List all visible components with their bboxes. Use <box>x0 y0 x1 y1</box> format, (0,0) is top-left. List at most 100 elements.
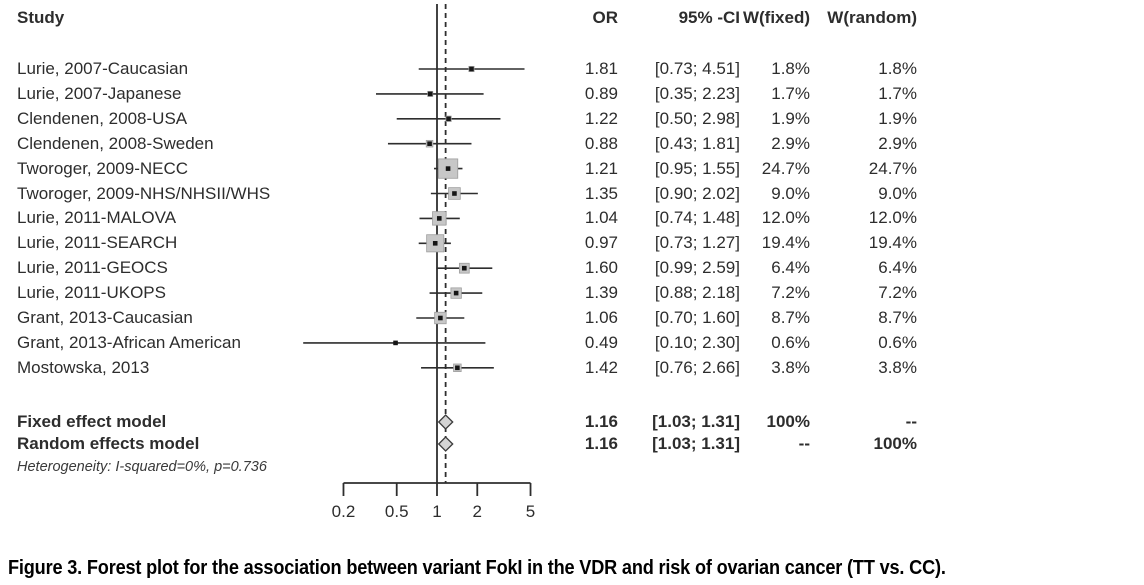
study-label: Clendenen, 2008-USA <box>17 108 188 128</box>
or-value: 1.35 <box>584 183 618 203</box>
ci-value: [0.70; 1.60] <box>654 308 740 327</box>
w-random-value: -- <box>905 412 917 431</box>
point-estimate-marker <box>445 166 451 171</box>
ci-value: [1.03; 1.31] <box>652 412 740 431</box>
point-estimate-marker <box>438 315 443 321</box>
w-fixed-value: 1.8% <box>771 59 810 78</box>
w-fixed-value: 12.0% <box>761 208 810 228</box>
w-fixed-value: -- <box>798 434 810 453</box>
w-random-value: 8.7% <box>878 308 917 327</box>
study-label: Lurie, 2011-GEOCS <box>17 258 168 278</box>
w-random-value: 12.0% <box>868 208 917 228</box>
summary-model-label: Fixed effect model <box>17 412 167 431</box>
study-label: Lurie, 2011-MALOVA <box>17 208 177 228</box>
ci-value: [0.43; 1.81] <box>654 133 740 153</box>
study-label: Lurie, 2007-Japanese <box>17 83 182 103</box>
or-value: 1.81 <box>584 59 618 78</box>
w-random-value: 3.8% <box>878 357 917 377</box>
or-value: 1.39 <box>584 283 618 303</box>
point-estimate-marker <box>469 66 474 72</box>
w-random-value: 19.4% <box>868 233 917 253</box>
or-value: 0.97 <box>584 233 618 253</box>
ci-value: [1.03; 1.31] <box>652 434 740 453</box>
ci-value: [0.99; 2.59] <box>654 258 740 278</box>
ci-value: [0.88; 2.18] <box>654 283 740 303</box>
w-fixed-value: 8.7% <box>771 308 810 327</box>
or-value: 1.21 <box>584 158 618 178</box>
ci-value: [0.50; 2.98] <box>654 108 740 128</box>
ci-value: [0.76; 2.66] <box>654 357 740 377</box>
w-fixed-value: 7.2% <box>771 283 810 303</box>
w-fixed-value: 1.7% <box>771 83 810 103</box>
study-label: Tworoger, 2009-NECC <box>17 158 189 178</box>
study-label: Grant, 2013-African American <box>17 332 241 352</box>
point-estimate-marker <box>432 241 438 246</box>
or-value: 1.22 <box>584 108 618 128</box>
w-random-value: 1.8% <box>878 59 917 78</box>
heterogeneity-note: Heterogeneity: I-squared=0%, p=0.736 <box>17 459 267 475</box>
study-label: Tworoger, 2009-NHS/NHSII/WHS <box>17 183 271 203</box>
or-value: 1.04 <box>584 208 618 228</box>
or-value: 1.16 <box>584 434 618 453</box>
w-fixed-value: 6.4% <box>771 258 810 278</box>
figure-caption: Figure 3. Forest plot for the associatio… <box>8 556 946 579</box>
ci-value: [0.10; 2.30] <box>654 332 740 352</box>
w-random-column-header: W(random) <box>827 8 917 27</box>
study-label: Lurie, 2007-Caucasian <box>17 59 189 78</box>
study-label: Lurie, 2011-SEARCH <box>17 233 178 253</box>
w-random-value: 6.4% <box>878 258 917 278</box>
point-estimate-marker <box>427 91 433 97</box>
axis-tick-label: 2 <box>472 502 482 521</box>
summary-diamond <box>437 414 454 430</box>
ci-value: [0.95; 1.55] <box>654 158 740 178</box>
or-value: 1.16 <box>584 412 618 431</box>
w-random-value: 1.7% <box>878 83 917 103</box>
w-random-value: 1.9% <box>878 108 917 128</box>
point-estimate-marker <box>393 340 398 346</box>
axis-tick-label: 0.5 <box>384 502 409 521</box>
ci-value: [0.74; 1.48] <box>654 208 740 228</box>
study-label: Lurie, 2011-UKOPS <box>17 283 166 303</box>
point-estimate-marker <box>436 216 442 221</box>
w-fixed-value: 2.9% <box>771 133 810 153</box>
w-fixed-column-header: W(fixed) <box>742 8 810 27</box>
w-random-value: 2.9% <box>878 133 917 153</box>
or-value: 0.88 <box>584 133 618 153</box>
point-estimate-marker <box>446 116 451 122</box>
summary-model-label: Random effects model <box>17 434 200 453</box>
study-column-header: Study <box>17 8 65 27</box>
w-fixed-value: 1.9% <box>771 108 810 128</box>
w-fixed-value: 100% <box>766 412 810 431</box>
or-value: 1.42 <box>584 357 618 377</box>
w-random-value: 24.7% <box>868 158 917 178</box>
or-value: 1.60 <box>584 258 618 278</box>
or-value: 0.89 <box>584 83 618 103</box>
w-fixed-value: 24.7% <box>761 158 810 178</box>
w-random-value: 0.6% <box>878 332 917 352</box>
study-label: Grant, 2013-Caucasian <box>17 308 193 327</box>
w-fixed-value: 3.8% <box>771 357 810 377</box>
or-value: 0.49 <box>584 332 618 352</box>
point-estimate-marker <box>427 141 432 146</box>
or-value: 1.06 <box>584 308 618 327</box>
w-random-value: 7.2% <box>878 283 917 303</box>
point-estimate-marker <box>453 290 459 296</box>
ci-value: [0.73; 4.51] <box>654 59 740 78</box>
study-label: Mostowska, 2013 <box>17 357 150 377</box>
w-fixed-value: 9.0% <box>771 183 810 203</box>
w-fixed-value: 19.4% <box>761 233 810 253</box>
w-random-value: 100% <box>873 434 917 453</box>
axis-tick-label: 5 <box>525 502 536 521</box>
ci-value: [0.73; 1.27] <box>654 233 740 253</box>
study-label: Clendenen, 2008-Sweden <box>17 133 214 153</box>
w-fixed-value: 0.6% <box>771 332 810 352</box>
ci-value: [0.90; 2.02] <box>654 183 740 203</box>
axis-tick-label: 1 <box>432 502 442 521</box>
point-estimate-marker <box>455 365 460 371</box>
or-column-header: OR <box>592 8 619 27</box>
ci-value: [0.35; 2.23] <box>654 83 740 103</box>
point-estimate-marker <box>462 265 467 271</box>
axis-tick-label: 0.2 <box>331 502 356 521</box>
